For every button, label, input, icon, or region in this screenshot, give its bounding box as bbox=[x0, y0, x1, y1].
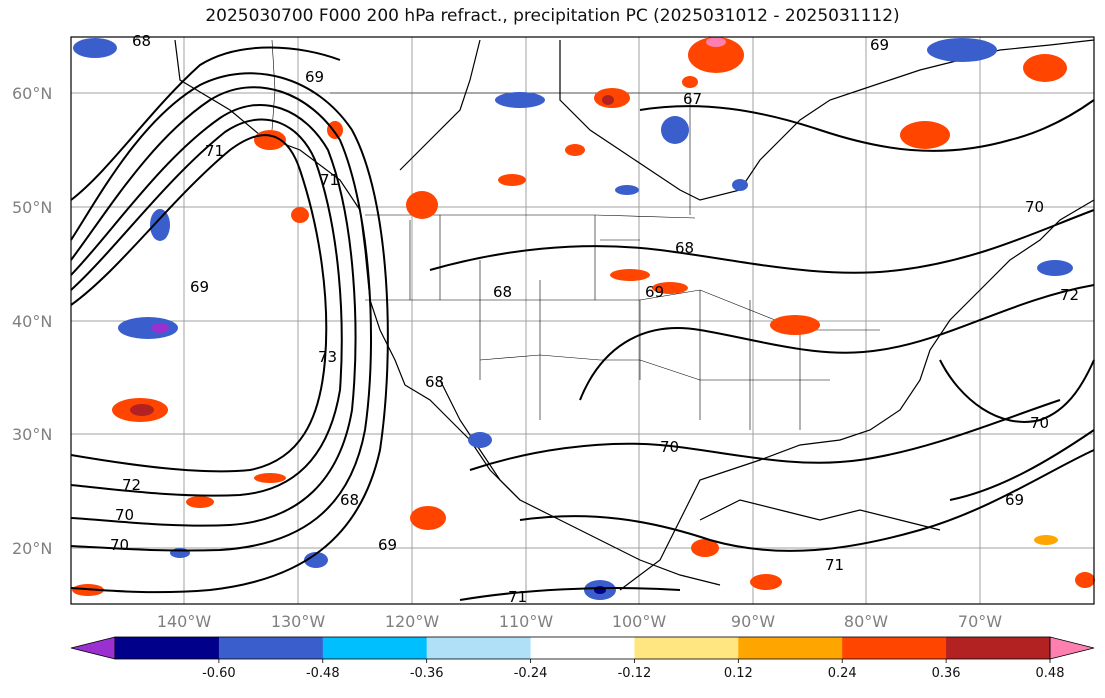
contour-label: 67 bbox=[683, 90, 702, 108]
contour-label: 69 bbox=[1005, 491, 1024, 509]
contour-label: 71 bbox=[320, 171, 339, 189]
contour-label: 70 bbox=[1030, 414, 1049, 432]
contour-label: 69 bbox=[378, 536, 397, 554]
contour-label: 72 bbox=[122, 476, 141, 494]
refractivity-contours bbox=[70, 46, 1095, 601]
colorbar-tick-label: -0.36 bbox=[410, 666, 444, 681]
lat-label: 50°N bbox=[12, 198, 52, 217]
colorbar-tick-label: -0.12 bbox=[618, 666, 652, 681]
latitude-labels: 60°N 50°N 40°N 30°N 20°N bbox=[12, 84, 52, 558]
contour-label: 72 bbox=[1060, 286, 1079, 304]
lon-label: 80°W bbox=[844, 612, 888, 631]
contour-label: 68 bbox=[340, 491, 359, 509]
contour-label: 71 bbox=[825, 556, 844, 574]
lat-label: 30°N bbox=[12, 425, 52, 444]
colorbar-segment bbox=[842, 637, 947, 659]
chart-title: 2025030700 F000 200 hPa refract., precip… bbox=[205, 6, 900, 26]
contour-label: 68 bbox=[675, 239, 694, 257]
contour-label: 68 bbox=[493, 283, 512, 301]
colorbar-segment bbox=[115, 637, 220, 659]
contour-label: 71 bbox=[205, 142, 224, 160]
colorbar-segment bbox=[634, 637, 739, 659]
lat-label: 40°N bbox=[12, 312, 52, 331]
colorbar-segment bbox=[426, 637, 532, 659]
lon-label: 140°W bbox=[157, 612, 212, 631]
contour-label: 70 bbox=[660, 438, 679, 456]
contour-label: 71 bbox=[508, 588, 527, 606]
contour-label: 70 bbox=[115, 506, 134, 524]
colorbar-tick-label: 0.36 bbox=[932, 666, 961, 681]
colorbar-segment bbox=[322, 637, 428, 659]
contour-label: 68 bbox=[132, 32, 151, 50]
contour-label: 69 bbox=[645, 283, 664, 301]
lon-label: 100°W bbox=[612, 612, 667, 631]
contour-labels: 68 69 71 71 72 70 70 69 73 68 68 67 69 6… bbox=[110, 32, 1079, 606]
colorbar-segment bbox=[218, 637, 324, 659]
lat-label: 60°N bbox=[12, 84, 52, 103]
colorbar-tick-label: -0.24 bbox=[514, 666, 548, 681]
lon-label: 120°W bbox=[385, 612, 440, 631]
longitude-labels: 140°W 130°W 120°W 110°W 100°W 90°W 80°W … bbox=[157, 612, 1002, 631]
colorbar-outline bbox=[114, 636, 1051, 660]
contour-label: 70 bbox=[1025, 198, 1044, 216]
contour-label: 70 bbox=[110, 536, 129, 554]
colorbar-tick-label: -0.60 bbox=[202, 666, 236, 681]
colorbar-segment bbox=[530, 637, 635, 659]
colorbar-tick-label: 0.12 bbox=[724, 666, 753, 681]
contour-label: 68 bbox=[425, 373, 444, 391]
lon-label: 70°W bbox=[958, 612, 1002, 631]
colorbar-tick-label: 0.48 bbox=[1036, 666, 1065, 681]
contour-label: 69 bbox=[190, 278, 209, 296]
map-frame bbox=[70, 36, 1095, 605]
contour-label: 69 bbox=[870, 36, 889, 54]
colorbar-tick-label: 0.24 bbox=[828, 666, 857, 681]
colorbar-segment bbox=[946, 637, 1051, 659]
contour-label: 69 bbox=[305, 68, 324, 86]
contour-label: 73 bbox=[318, 348, 337, 366]
colorbar-tick-label: -0.48 bbox=[306, 666, 340, 681]
lat-label: 20°N bbox=[12, 539, 52, 558]
colorbar-extend-high bbox=[1049, 636, 1095, 660]
lon-label: 110°W bbox=[499, 612, 554, 631]
lon-label: 90°W bbox=[731, 612, 775, 631]
colorbar: -0.60 -0.48 -0.36 -0.24 -0.12 0.12 0.24 0.36 0.4… bbox=[70, 636, 1095, 681]
colorbar-extend-low bbox=[70, 636, 116, 660]
colorbar-segment bbox=[738, 637, 843, 659]
lon-label: 130°W bbox=[271, 612, 326, 631]
